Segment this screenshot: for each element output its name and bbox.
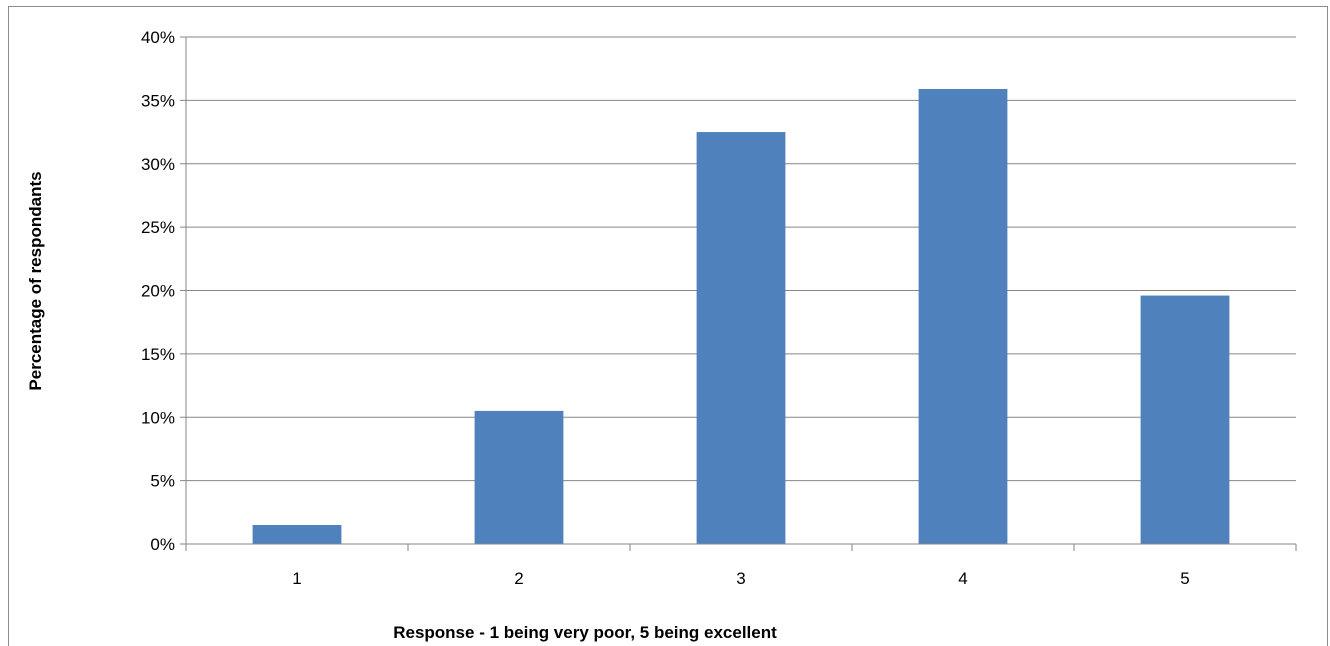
y-tick-label: 10% bbox=[141, 408, 175, 427]
y-tick-label: 20% bbox=[141, 282, 175, 301]
y-tick-label: 35% bbox=[141, 91, 175, 110]
y-tick-label: 40% bbox=[141, 28, 175, 47]
bars bbox=[252, 88, 1230, 544]
x-tick-label: 5 bbox=[1180, 569, 1189, 588]
x-tick-label: 1 bbox=[292, 569, 301, 588]
x-tick-label: 4 bbox=[958, 569, 967, 588]
chart-frame bbox=[8, 6, 1328, 646]
bar bbox=[918, 88, 1008, 544]
bar bbox=[252, 524, 342, 544]
y-tick-label: 0% bbox=[150, 535, 175, 554]
y-tick-label: 30% bbox=[141, 155, 175, 174]
bar bbox=[1140, 295, 1230, 544]
x-tick-labels: 1 2 3 4 5 bbox=[292, 569, 1189, 588]
x-tick-label: 3 bbox=[736, 569, 745, 588]
bar bbox=[696, 132, 786, 544]
y-axis-title: Percentage of respondants bbox=[26, 171, 45, 390]
y-tick-label: 15% bbox=[141, 345, 175, 364]
y-tick-labels: 0% 5% 10% 15% 20% 25% 30% 35% 40% bbox=[141, 28, 175, 554]
axes bbox=[185, 37, 1297, 551]
y-tick-label: 5% bbox=[150, 472, 175, 491]
x-axis-title: Response - 1 being very poor, 5 being ex… bbox=[393, 623, 777, 642]
y-tick-label: 25% bbox=[141, 218, 175, 237]
bar bbox=[474, 410, 564, 544]
x-tick-label: 2 bbox=[514, 569, 523, 588]
